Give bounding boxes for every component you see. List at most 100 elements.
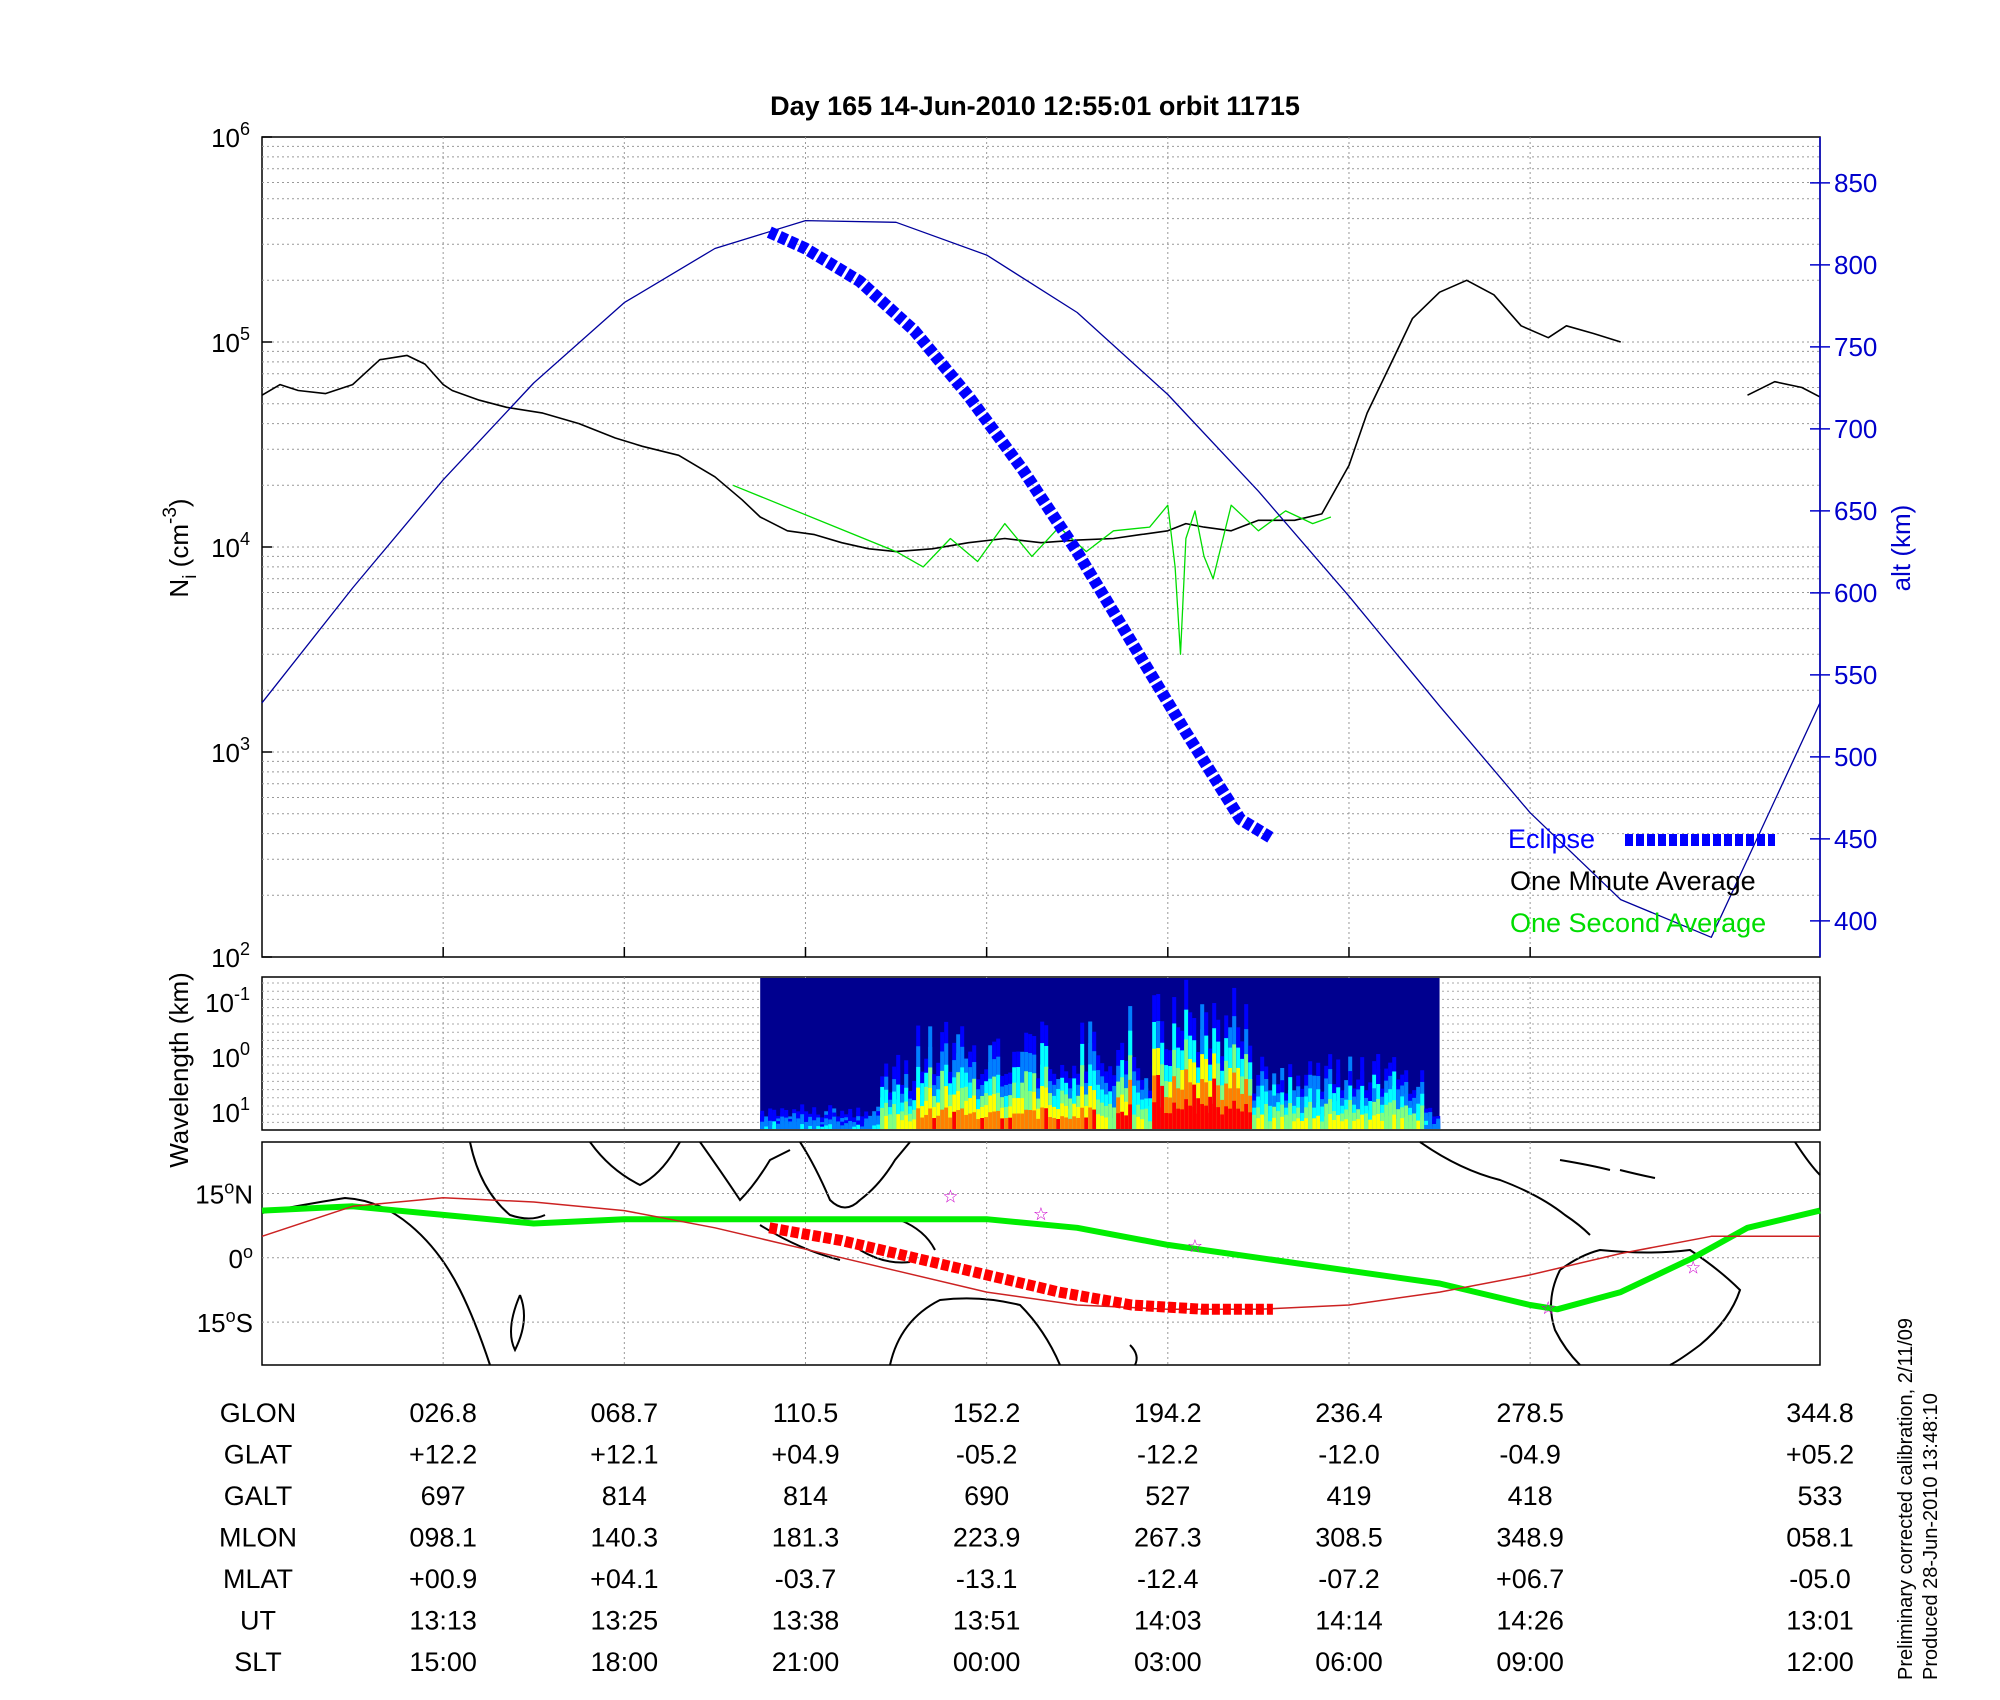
- spectrogram-cell: [764, 1126, 769, 1129]
- altitude-y-tick-label: 600: [1834, 578, 1877, 608]
- spectrogram-cell: [1256, 1118, 1261, 1129]
- spectrogram-cell: [1016, 1113, 1021, 1129]
- spectrogram-cell: [1416, 1120, 1421, 1129]
- spectrogram-cell: [1112, 1118, 1117, 1129]
- altitude-y-tick-label: 850: [1834, 168, 1877, 198]
- spectrogram-cell: [872, 1125, 877, 1129]
- map-y-tick-label: 15oS: [197, 1306, 253, 1338]
- spectrogram-cell: [860, 1126, 865, 1129]
- spectrogram-cell: [928, 1108, 933, 1129]
- spectrogram-cell: [1244, 1104, 1249, 1129]
- spectrogram-cell: [1188, 1105, 1193, 1129]
- spectrogram-cell: [1024, 1109, 1029, 1129]
- spectrogram-cell: [1364, 1121, 1369, 1129]
- spectrogram-cell: [1324, 1116, 1329, 1129]
- spectrogram-cell: [808, 1125, 813, 1129]
- spectrogram-cell: [1424, 1124, 1429, 1129]
- spectrogram-cell: [1060, 1116, 1065, 1129]
- legend-one-second-label: One Second Average: [1510, 908, 1766, 938]
- table-cell: 814: [602, 1481, 647, 1511]
- table-cell: 026.8: [409, 1398, 477, 1428]
- spectrogram-cell: [1120, 1111, 1125, 1129]
- map-grid: [262, 1142, 1820, 1365]
- spectrogram-cell: [1012, 1113, 1017, 1129]
- orbit-track-line: [261, 1197, 1820, 1311]
- spectrogram-cell: [1412, 1121, 1417, 1129]
- spectrogram-cell: [1348, 1114, 1353, 1129]
- spectrogram-cell: [1376, 1099, 1381, 1129]
- table-cell: -04.9: [1499, 1440, 1561, 1470]
- spectrogram-cell: [936, 1102, 941, 1129]
- spectrogram-cell: [1420, 1117, 1425, 1129]
- spectrogram-cell: [1228, 1108, 1233, 1129]
- table-cell: 140.3: [591, 1523, 659, 1553]
- table-cell: -07.2: [1318, 1564, 1380, 1594]
- spectrogram-cell: [1008, 1117, 1013, 1129]
- spectrogram-cell: [1372, 1115, 1377, 1129]
- spectrogram-cell: [1156, 1102, 1161, 1129]
- table-cell: 181.3: [772, 1523, 840, 1553]
- table-cell: +06.7: [1496, 1564, 1564, 1594]
- table-cell: +05.2: [1786, 1440, 1854, 1470]
- table-cell: +04.9: [771, 1440, 839, 1470]
- spectrogram-cell: [1388, 1102, 1393, 1129]
- spectrogram-cell: [1196, 1113, 1201, 1129]
- spectrogram-cell: [792, 1125, 797, 1129]
- spectrogram-cell: [1152, 1102, 1157, 1129]
- map-star-marker: ☆: [1033, 1204, 1049, 1225]
- spectrogram-cell: [1136, 1116, 1141, 1129]
- spectrogram-cell: [1332, 1120, 1337, 1129]
- spectrogram-cell: [1320, 1114, 1325, 1129]
- spectrogram-cell: [1168, 1113, 1173, 1129]
- chart-title: Day 165 14-Jun-2010 12:55:01 orbit 11715: [770, 91, 1300, 121]
- table-cell: 533: [1797, 1481, 1842, 1511]
- altitude-y-tick-label: 750: [1834, 332, 1877, 362]
- table-cell: -05.0: [1789, 1564, 1851, 1594]
- coast-africa: [261, 1141, 546, 1366]
- spectrogram-cell: [1144, 1118, 1149, 1129]
- spectrogram-cell: [1276, 1120, 1281, 1129]
- map-plot-area: [261, 1141, 1821, 1366]
- altitude-y-tick-label: 700: [1834, 414, 1877, 444]
- spectrogram-cell: [1020, 1113, 1025, 1129]
- spectrogram-cell: [1284, 1121, 1289, 1129]
- spectrogram-cell: [964, 1114, 969, 1129]
- table-cell: +04.1: [590, 1564, 658, 1594]
- spectrogram-cell: [1040, 1107, 1045, 1129]
- spectrogram-cell: [1176, 1108, 1181, 1129]
- spectrogram-cell: [776, 1126, 781, 1129]
- spectrogram-cell: [1180, 1109, 1185, 1129]
- footnote-line2: Produced 28-Jun-2010 13:48:10: [1920, 1393, 1942, 1680]
- spectrogram-cell: [1392, 1114, 1397, 1129]
- orbit-table: GLON GLAT GALT MLON MLAT UT SLT 026.8 +12.2 697 09…: [219, 1398, 1854, 1677]
- density-y-tick-label: 105: [211, 324, 250, 358]
- spectrogram-cell: [1408, 1121, 1413, 1129]
- spectrogram-cell: [1012, 1098, 1017, 1129]
- spectrogram-cell: [884, 1115, 889, 1129]
- altitude-y-label: alt (km): [1886, 505, 1916, 592]
- spectrogram-cell: [1092, 1109, 1097, 1129]
- spectrogram-cell: [1172, 1102, 1177, 1129]
- table-row-label: MLAT: [223, 1564, 293, 1594]
- spectrogram-cell: [896, 1114, 901, 1129]
- spectrogram-cell: [1400, 1118, 1405, 1129]
- spectrogram-cell: [932, 1118, 937, 1129]
- spectrogram-cell: [1048, 1117, 1053, 1129]
- table-row-label: GLON: [220, 1398, 297, 1428]
- spectrogram-cell: [904, 1115, 909, 1129]
- spectrogram-cell: [976, 1119, 981, 1129]
- spectrogram-cell: [832, 1124, 837, 1129]
- spectrogram-cell: [820, 1126, 825, 1129]
- spectrogram-cell: [1108, 1116, 1113, 1129]
- table-row-label: UT: [240, 1606, 276, 1636]
- spectrogram-cell: [1200, 1104, 1205, 1129]
- spectrogram-cell: [1116, 1113, 1121, 1129]
- spectrogram-cell: [1368, 1119, 1373, 1129]
- eclipse-line: [766, 226, 1277, 845]
- table-cell: 058.1: [1786, 1523, 1854, 1553]
- coast-caribbean: [1559, 1159, 1656, 1179]
- spectrogram-cell: [1308, 1115, 1313, 1129]
- spectrogram-cell: [796, 1121, 801, 1129]
- table-cell: 236.4: [1315, 1398, 1383, 1428]
- wavelength-y-tick-label: 101: [211, 1094, 250, 1128]
